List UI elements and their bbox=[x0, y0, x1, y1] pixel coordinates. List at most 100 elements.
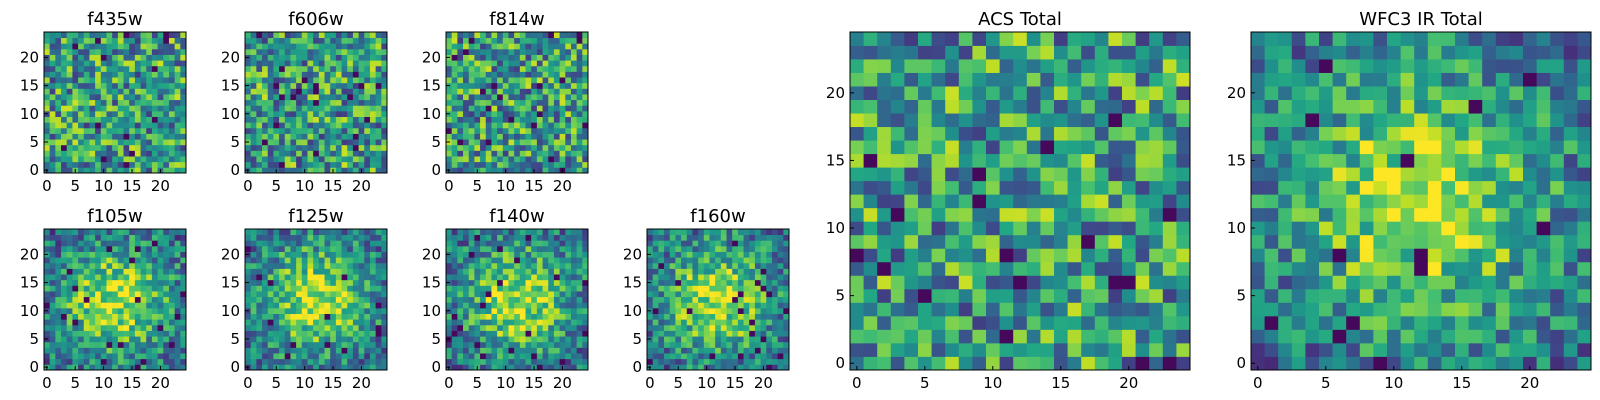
heatmap-cell bbox=[146, 257, 153, 264]
heatmap-cell bbox=[307, 229, 314, 236]
heatmap-cell bbox=[78, 307, 85, 314]
heatmap-cell bbox=[95, 110, 102, 117]
heatmap-cell bbox=[151, 229, 158, 236]
heatmap-cell bbox=[468, 65, 475, 72]
heatmap-cell bbox=[44, 127, 51, 134]
heatmap-cell bbox=[491, 341, 498, 348]
heatmap-cell bbox=[78, 296, 85, 303]
heatmap-cell bbox=[485, 364, 492, 371]
heatmap-cell bbox=[146, 110, 153, 117]
heatmap-cell bbox=[931, 234, 946, 249]
heatmap-cell bbox=[250, 268, 257, 275]
heatmap-cell bbox=[106, 161, 113, 168]
heatmap-cell bbox=[582, 161, 589, 168]
heatmap-cell bbox=[55, 82, 62, 89]
heatmap-cell bbox=[296, 319, 303, 326]
heatmap-cell bbox=[318, 279, 325, 286]
heatmap-cell bbox=[457, 43, 464, 50]
heatmap-cell bbox=[364, 161, 371, 168]
heatmap-cell bbox=[576, 291, 583, 298]
heatmap-cell bbox=[548, 150, 555, 157]
heatmap-cell bbox=[180, 240, 187, 247]
heatmap-cell bbox=[273, 268, 280, 275]
heatmap-cell bbox=[245, 116, 252, 123]
heatmap-cell bbox=[553, 77, 560, 84]
heatmap-cell bbox=[100, 347, 107, 354]
heatmap-cell bbox=[658, 274, 665, 281]
heatmap-cell bbox=[732, 296, 739, 303]
heatmap-cell bbox=[146, 291, 153, 298]
y-tick-label: 15 bbox=[221, 274, 240, 292]
heatmap-cell bbox=[553, 60, 560, 67]
y-tick-label: 20 bbox=[623, 245, 642, 263]
heatmap-cell bbox=[66, 88, 73, 95]
heatmap-cell bbox=[1026, 315, 1041, 330]
heatmap-cell bbox=[972, 302, 987, 317]
heatmap-cell bbox=[250, 307, 257, 314]
heatmap-cell bbox=[681, 358, 688, 365]
heatmap-cell bbox=[83, 88, 90, 95]
heatmap-cell bbox=[698, 364, 705, 371]
heatmap-cell bbox=[999, 140, 1014, 155]
heatmap-cell bbox=[570, 274, 578, 281]
heatmap-cell bbox=[44, 234, 51, 241]
heatmap-cell bbox=[112, 156, 119, 163]
heatmap-cell bbox=[1094, 221, 1109, 236]
heatmap-cell bbox=[703, 302, 710, 309]
heatmap-cell bbox=[358, 330, 365, 337]
heatmap-cell bbox=[698, 257, 705, 264]
heatmap-cell bbox=[945, 275, 960, 290]
heatmap-cell bbox=[652, 353, 659, 360]
heatmap-cell bbox=[525, 82, 532, 89]
heatmap-cell bbox=[582, 341, 589, 348]
heatmap-cell bbox=[565, 88, 572, 95]
heatmap-cell bbox=[112, 353, 119, 360]
heatmap-cell bbox=[576, 257, 583, 264]
heatmap-cell bbox=[61, 150, 68, 157]
heatmap-cell bbox=[262, 150, 269, 157]
heatmap-cell bbox=[1013, 221, 1028, 236]
heatmap-cell bbox=[1122, 153, 1136, 168]
heatmap-cell bbox=[66, 144, 73, 151]
heatmap-cell bbox=[519, 229, 526, 236]
heatmap-cell bbox=[117, 353, 124, 360]
heatmap-cell bbox=[273, 127, 280, 134]
heatmap-cell bbox=[743, 268, 750, 275]
heatmap-cell bbox=[681, 234, 688, 241]
heatmap-cell bbox=[457, 110, 464, 117]
heatmap-cell bbox=[117, 60, 124, 67]
heatmap-cell bbox=[1067, 180, 1082, 195]
heatmap-cell bbox=[737, 279, 744, 286]
heatmap-cell bbox=[296, 65, 303, 72]
heatmap-cell bbox=[480, 37, 487, 44]
heatmap-cell bbox=[491, 37, 498, 44]
heatmap-cell bbox=[463, 65, 470, 72]
heatmap-cell bbox=[157, 32, 164, 39]
heatmap-cell bbox=[542, 99, 549, 106]
heatmap-cell bbox=[480, 71, 487, 78]
heatmap-cell bbox=[106, 32, 113, 39]
heatmap-cell bbox=[692, 313, 699, 320]
heatmap-cell bbox=[318, 167, 325, 174]
heatmap-cell bbox=[536, 139, 543, 146]
heatmap-cell bbox=[66, 71, 73, 78]
heatmap-cell bbox=[375, 122, 382, 129]
heatmap-cell bbox=[548, 105, 555, 112]
x-tick-label: 10 bbox=[496, 177, 515, 195]
heatmap-cell bbox=[463, 245, 470, 252]
heatmap-cell bbox=[664, 268, 671, 275]
heatmap-cell bbox=[140, 167, 147, 174]
heatmap-cell bbox=[381, 313, 388, 320]
heatmap-cell bbox=[570, 150, 578, 157]
heatmap-cell bbox=[743, 307, 750, 314]
heatmap-cell bbox=[514, 105, 521, 112]
heatmap-cell bbox=[945, 180, 960, 195]
heatmap-cell bbox=[531, 48, 538, 55]
heatmap-cell bbox=[157, 302, 164, 309]
heatmap-cell bbox=[352, 43, 359, 50]
heatmap-cell bbox=[570, 364, 578, 371]
heatmap-cell bbox=[364, 60, 371, 67]
heatmap-cell bbox=[55, 99, 62, 106]
heatmap-cell bbox=[1094, 315, 1109, 330]
